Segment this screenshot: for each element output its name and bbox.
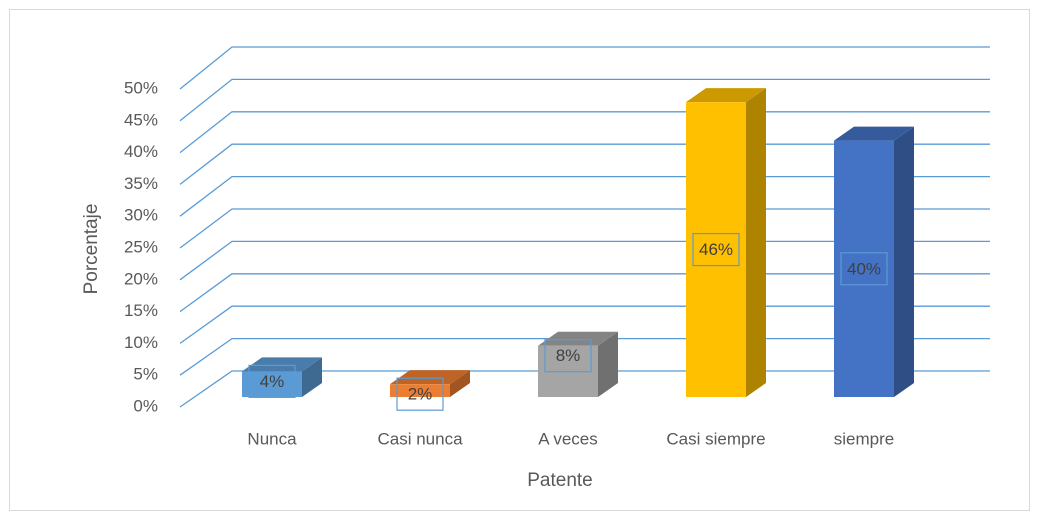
grid-line [179, 78, 990, 122]
y-tick-label: 10% [124, 333, 158, 352]
bar [390, 384, 450, 397]
bar-side [598, 331, 618, 397]
data-label-box [396, 377, 444, 411]
x-tick-label: Casi nunca [377, 429, 463, 448]
bar-top [242, 357, 322, 372]
bar-top [834, 126, 914, 141]
bar [242, 371, 302, 397]
bar-side [302, 357, 322, 397]
y-tick-label: 0% [133, 396, 158, 415]
data-label: 46% [699, 240, 733, 259]
data-label: 4% [260, 372, 285, 391]
y-tick-label: 5% [133, 365, 158, 384]
bar-side [746, 88, 766, 397]
y-tick-label: 30% [124, 206, 158, 225]
data-label: 2% [408, 385, 433, 404]
y-tick-label: 35% [124, 174, 158, 193]
x-tick-label: A veces [538, 429, 598, 448]
data-label: 8% [556, 346, 581, 365]
data-label-box [248, 364, 296, 398]
bar [686, 102, 746, 397]
x-tick-label: Nunca [247, 429, 297, 448]
bar-top [686, 88, 766, 103]
x-tick-label: Casi siempre [666, 429, 765, 448]
grid-line [179, 46, 990, 90]
bar-top [538, 331, 618, 346]
y-tick-label: 15% [124, 301, 158, 320]
x-tick-label: siempre [834, 429, 894, 448]
data-label: 40% [847, 259, 881, 278]
bar-side [450, 370, 470, 397]
bar-top [390, 370, 470, 385]
y-tick-label: 50% [124, 78, 158, 97]
y-tick-label: 45% [124, 110, 158, 129]
bar [834, 140, 894, 397]
data-label-box [840, 252, 888, 286]
y-tick-label: 20% [124, 269, 158, 288]
data-label-box [544, 339, 592, 373]
y-tick-label: 40% [124, 142, 158, 161]
y-tick-label: 25% [124, 237, 158, 256]
y-axis-title: Porcentaje [81, 204, 102, 295]
data-label-box [692, 232, 740, 267]
bar-side [894, 126, 914, 397]
x-axis-title: Patente [527, 470, 593, 491]
